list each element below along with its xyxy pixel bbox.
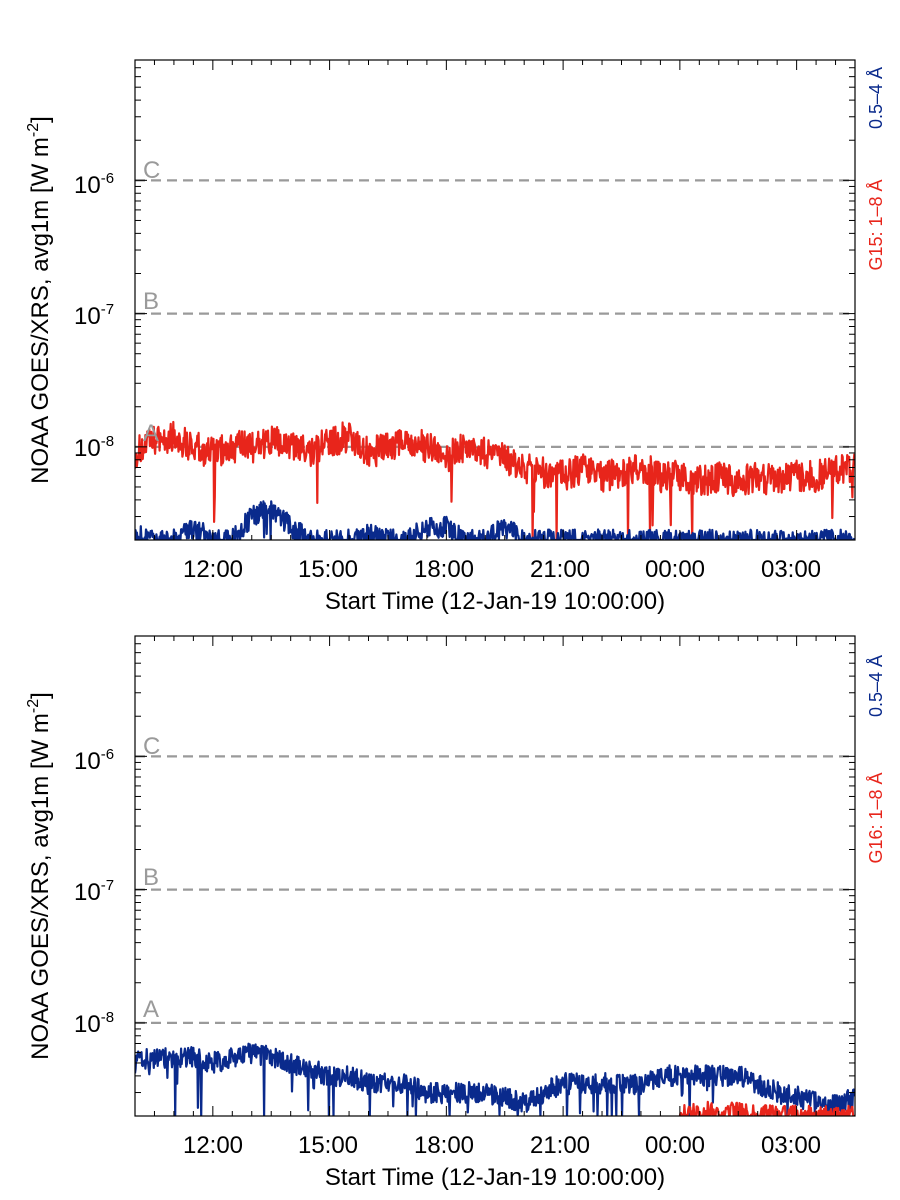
top-x-tick-label-15-00: 15:00 [298, 556, 358, 583]
top-y-tick-label-1e-6: 10-6 [74, 170, 114, 199]
bottom-channel-label-long: G16: 1–8 Å [866, 772, 886, 863]
bottom-x-tick-label-15-00: 15:00 [298, 1132, 358, 1159]
bottom-x-tick-label-00-00: 00:00 [645, 1132, 705, 1159]
bottom-y-tick-label-1e-8: 10-8 [74, 1009, 114, 1038]
bottom-x-tick-label-18-00: 18:00 [414, 1132, 474, 1159]
bottom-series [135, 1042, 855, 1116]
bottom-x-tick-label-12-00: 12:00 [183, 1132, 243, 1159]
top-plot-frame [134, 59, 856, 541]
top-ticks [134, 59, 856, 541]
top-y-axis-title: NOAA GOES/XRS, avg1m [W m-2] [25, 116, 54, 484]
top-x-tick-label-12-00: 12:00 [183, 556, 243, 583]
top-x-tick-label-21-00: 21:00 [530, 556, 590, 583]
top-series-red-line [135, 420, 855, 540]
bottom-x-tick-label-03-00: 03:00 [761, 1132, 821, 1159]
bottom-series-red-line [678, 1100, 855, 1116]
top-y-tick-label-1e-8: 10-8 [74, 433, 114, 462]
bottom-x-axis-title: Start Time (12-Jan-19 10:00:00) [325, 1164, 665, 1191]
bottom-class-label-a: A [143, 996, 159, 1023]
top-series-blue-line [135, 500, 855, 540]
top-x-tick-label-18-00: 18:00 [414, 556, 474, 583]
top-channel-label-short: 0.5–4 Å [866, 67, 886, 129]
bottom-plot-frame [134, 635, 856, 1117]
top-class-label-a: A [143, 420, 159, 447]
bottom-x-tick-label-21-00: 21:00 [530, 1132, 590, 1159]
top-class-label-c: C [143, 157, 160, 184]
bottom-class-lines [135, 755, 855, 1024]
bottom-y-axis-title: NOAA GOES/XRS, avg1m [W m-2] [25, 692, 54, 1060]
bottom-channel-label-short: 0.5–4 Å [866, 655, 886, 717]
top-x-tick-label-03-00: 03:00 [761, 556, 821, 583]
bottom-ticks [134, 635, 856, 1117]
bottom-class-label-c: C [143, 733, 160, 760]
top-y-tick-label-1e-7: 10-7 [74, 301, 114, 330]
top-channel-label-long: G15: 1–8 Å [866, 179, 886, 270]
bottom-class-label-b: B [143, 864, 159, 891]
bottom-y-tick-label-1e-6: 10-6 [74, 746, 114, 775]
top-x-axis-title: Start Time (12-Jan-19 10:00:00) [325, 588, 665, 615]
top-series [135, 420, 855, 540]
top-class-label-b: B [143, 288, 159, 315]
top-x-tick-label-00-00: 00:00 [645, 556, 705, 583]
top-panel: C B A 10-6 10-7 10-8 12:00 15:00 18:00 2… [25, 59, 886, 615]
bottom-series-blue-line [135, 1042, 855, 1116]
bottom-panel: C B A 10-6 10-7 10-8 12:00 15:00 18:00 2… [25, 635, 886, 1191]
bottom-y-tick-label-1e-7: 10-7 [74, 877, 114, 906]
